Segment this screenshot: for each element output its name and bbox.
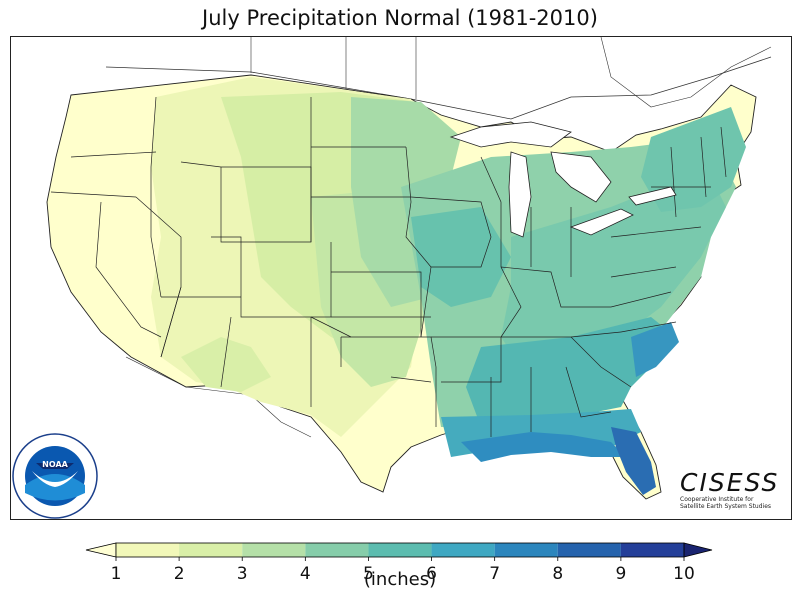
- zone-5in: [411, 207, 511, 307]
- zone-5in-ohio: [501, 177, 726, 367]
- colorbar: 1 2 3 4 5 6 7 8 9 10: [85, 542, 713, 584]
- colorbar-bin-7: [494, 543, 558, 557]
- colorbar-bin-5: [368, 543, 432, 557]
- colorbar-outline: [115, 542, 685, 558]
- colorbar-ticks: 1 2 3 4 5 6 7 8 9 10: [111, 557, 695, 584]
- colorbar-bin-4: [305, 543, 369, 557]
- colorbar-bin-6: [431, 543, 495, 557]
- noaa-logo: NOAA: [12, 433, 98, 519]
- colorbar-under-arrow: [85, 542, 117, 558]
- colorbar-bin-9: [620, 543, 684, 557]
- colorbar-bin-2: [179, 543, 243, 557]
- great-lakes: [449, 121, 677, 238]
- noaa-logo-text: NOAA: [42, 460, 68, 469]
- colorbar-tick-label: 5: [363, 564, 374, 584]
- colorbar-tick-label: 6: [426, 564, 437, 584]
- precipitation-map: [46, 37, 772, 500]
- hudson-coast: [600, 37, 772, 108]
- zone-7in-carolina: [631, 322, 679, 377]
- canada-border: [105, 56, 772, 120]
- colorbar-tick-label: 1: [111, 564, 122, 584]
- colorbar-tick-label: 8: [552, 564, 563, 584]
- colorbar-unit-label: (inches): [363, 569, 437, 590]
- colorbar-tick-label: 4: [300, 564, 311, 584]
- zone-8in-florida: [611, 427, 656, 495]
- colorbar-tick-label: 3: [237, 564, 248, 584]
- colorbar-bin-3: [242, 543, 306, 557]
- colorbar-bins: [85, 542, 713, 558]
- lake-superior: [449, 121, 572, 148]
- colorbar-bin-8: [557, 543, 621, 557]
- map-title: July Precipitation Normal (1981-2010): [202, 6, 598, 30]
- lake-huron: [550, 151, 612, 203]
- cisess-logo: CISESS Cooperative Institute for Satelli…: [680, 468, 780, 511]
- zone-6in-southeast: [466, 317, 676, 427]
- colorbar-tick-label: 9: [615, 564, 626, 584]
- cisess-logo-line1: Cooperative Institute for: [680, 496, 754, 503]
- canada-province-line: [250, 37, 417, 99]
- zone-5in-northeast: [641, 107, 746, 212]
- colorbar-tick-label: 10: [673, 564, 695, 584]
- colorbar-tick-label: 7: [489, 564, 500, 584]
- colorbar-over-arrow: [683, 542, 713, 558]
- zone-monsoon: [181, 337, 271, 392]
- colorbar-tick-label: 2: [174, 564, 185, 584]
- cisess-logo-line2: Satellite Earth System Studies: [680, 503, 772, 510]
- lake-ontario: [628, 186, 677, 206]
- lake-michigan: [508, 151, 532, 238]
- state-boundaries: [50, 96, 727, 437]
- colorbar-bin-1: [116, 543, 180, 557]
- zone-7in-gulfcoast: [461, 432, 626, 462]
- cisess-logo-name: CISESS: [680, 468, 780, 497]
- map-panel: [10, 36, 792, 520]
- lake-erie: [569, 208, 634, 236]
